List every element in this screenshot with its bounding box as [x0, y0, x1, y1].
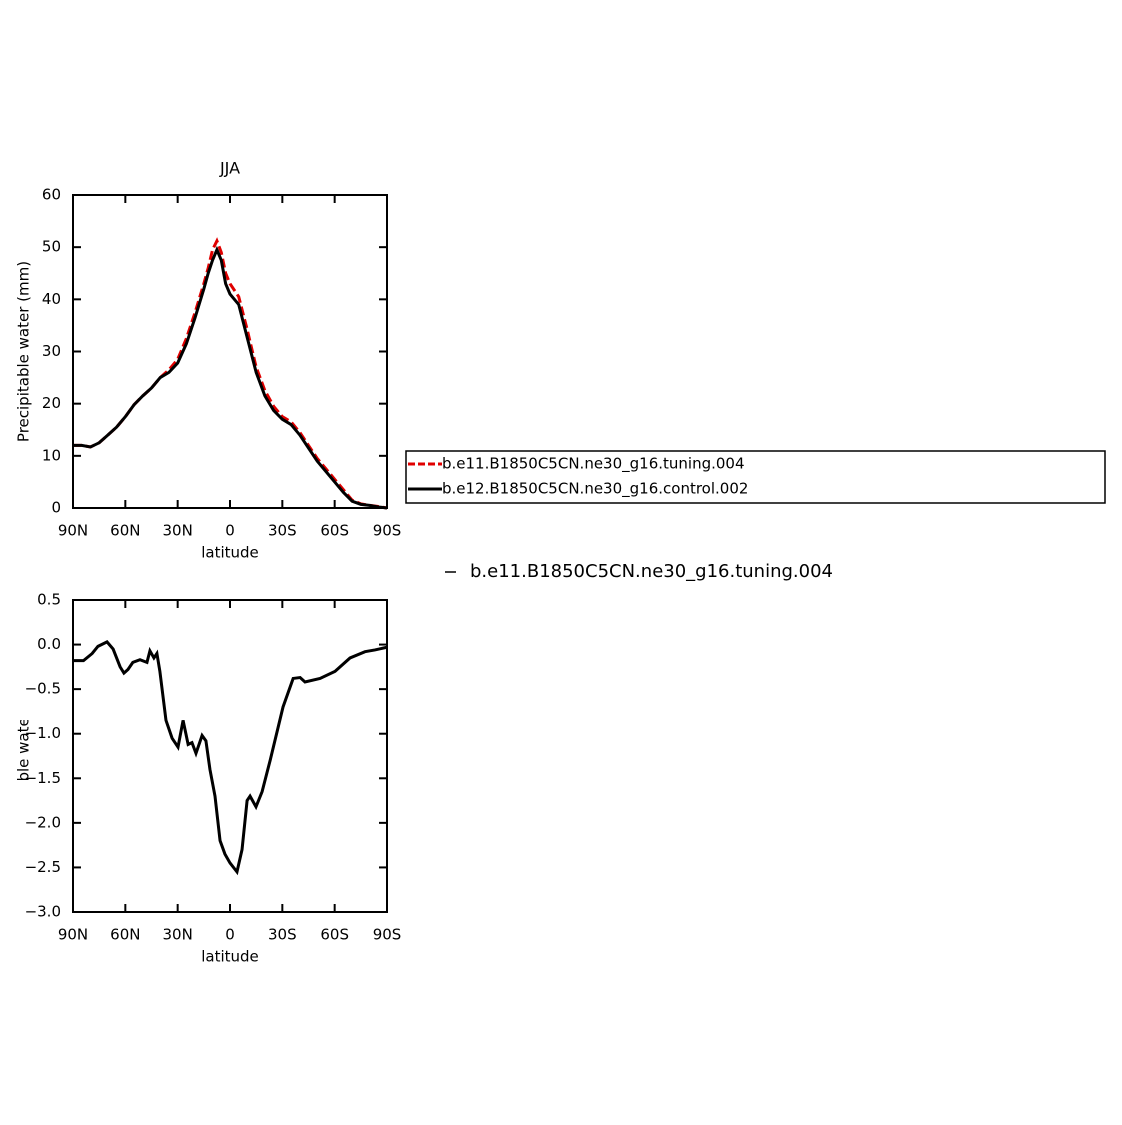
- x-axis-label: latitude: [201, 544, 259, 562]
- y-tick-label: −0.5: [25, 680, 61, 698]
- y-tick-label: −2.0: [25, 813, 61, 831]
- x-tick-label: 90N: [58, 522, 88, 540]
- series-line: [73, 237, 388, 510]
- series-line: [73, 640, 388, 876]
- y-axis-label: Precipitable water (mm): [15, 261, 33, 442]
- y-tick-label: −2.5: [25, 858, 61, 876]
- y-tick-label: 0.5: [37, 591, 61, 609]
- y-tick-label: 60: [42, 186, 61, 204]
- y-tick-label: 0.0: [37, 635, 61, 653]
- x-tick-label: 30S: [268, 926, 297, 944]
- x-tick-label: 90N: [58, 926, 88, 944]
- plot-frame: [72, 599, 388, 913]
- y-tick-label: 20: [42, 394, 61, 412]
- x-tick-label: 30N: [163, 926, 193, 944]
- x-axis-label: latitude: [201, 948, 259, 966]
- y-tick-label: 40: [42, 290, 61, 308]
- x-tick-label: 60S: [320, 522, 349, 540]
- legend-label: b.e11.B1850C5CN.ne30_g16.tuning.004: [442, 455, 745, 474]
- plot-frame: [72, 194, 388, 509]
- x-tick-label: 60N: [110, 522, 140, 540]
- chart-title: JJA: [219, 159, 240, 178]
- y-axis-label: Precipitable water (mm): [15, 665, 33, 846]
- y-tick-label: 10: [42, 446, 61, 464]
- y-tick-label: 30: [42, 342, 61, 360]
- legend-box: [405, 450, 1106, 504]
- y-tick-label: 50: [42, 238, 61, 256]
- y-tick-label: −3.0: [25, 903, 61, 921]
- y-tick-label: −1.5: [25, 769, 61, 787]
- x-tick-label: 0: [225, 926, 235, 944]
- x-tick-label: 30S: [268, 522, 297, 540]
- x-tick-label: 0: [225, 522, 235, 540]
- y-tick-label: 0: [51, 499, 61, 517]
- legend-label: b.e11.B1850C5CN.ne30_g16.tuning.004: [470, 561, 833, 582]
- x-tick-label: 90S: [373, 522, 402, 540]
- legend-label: b.e12.B1850C5CN.ne30_g16.control.002: [442, 480, 748, 499]
- x-tick-label: 30N: [163, 522, 193, 540]
- x-tick-label: 90S: [373, 926, 402, 944]
- series-line: [73, 245, 388, 510]
- x-tick-label: 60N: [110, 926, 140, 944]
- x-tick-label: 60S: [320, 926, 349, 944]
- y-tick-label: −1.0: [25, 724, 61, 742]
